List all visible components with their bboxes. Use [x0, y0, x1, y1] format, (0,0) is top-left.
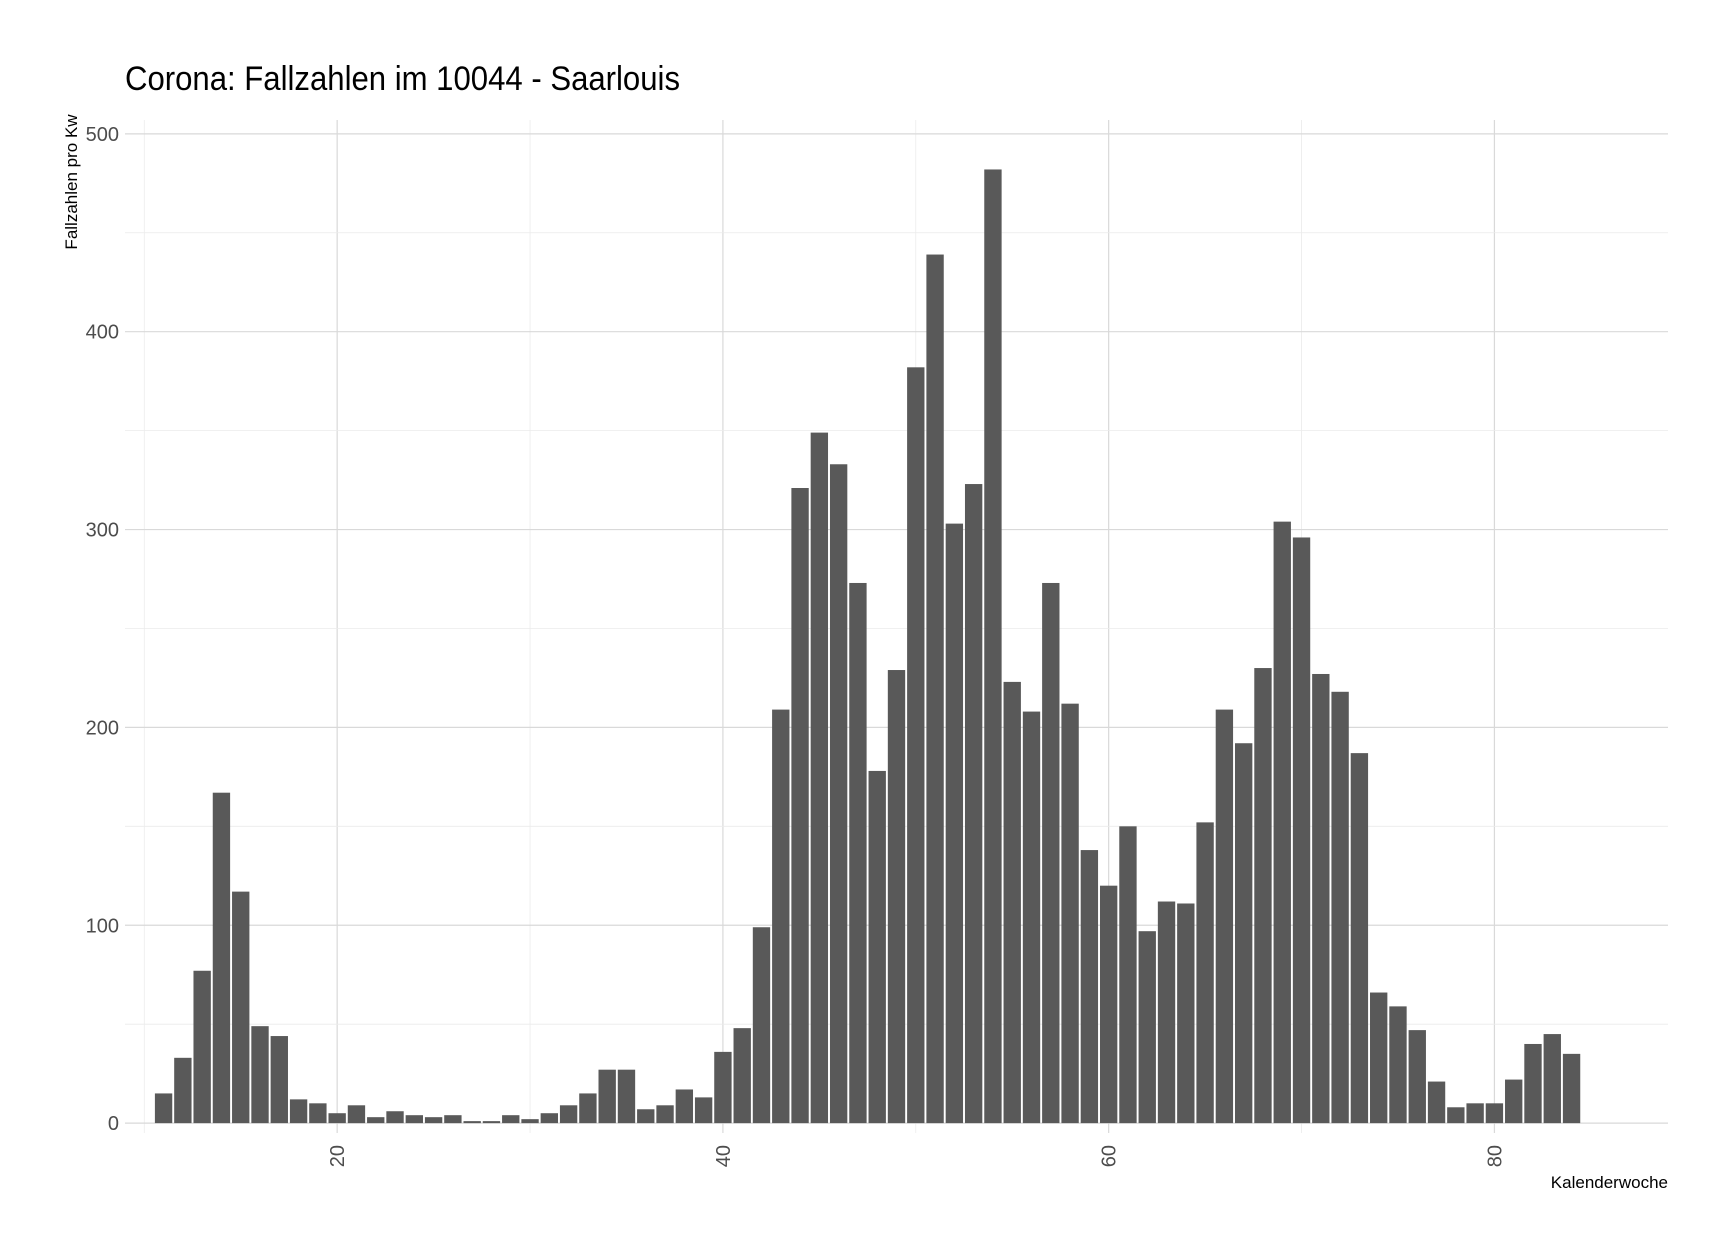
bar-kw-80 [1485, 1103, 1504, 1124]
bar-kw-18 [289, 1099, 308, 1124]
bar-kw-26 [444, 1115, 462, 1124]
y-tick-label: 400 [86, 322, 119, 344]
bar-kw-83 [1543, 1034, 1561, 1124]
bar-kw-81 [1505, 1079, 1523, 1124]
bar-kw-31 [540, 1113, 559, 1124]
bar-kw-57 [1042, 582, 1060, 1124]
bar-kw-24 [405, 1115, 423, 1124]
bar-kw-11 [154, 1093, 173, 1124]
x-axis-label: Kalenderwoche [1551, 1173, 1668, 1192]
bar-kw-58 [1061, 703, 1079, 1124]
bar-kw-44 [791, 488, 809, 1124]
bar-kw-55 [1003, 681, 1021, 1124]
y-tick-label: 300 [86, 520, 119, 542]
x-tick-label: 40 [713, 1145, 735, 1167]
bar-kw-53 [964, 484, 983, 1124]
bar-kw-12 [174, 1057, 192, 1124]
bar-kw-79 [1466, 1103, 1484, 1124]
bar-kw-19 [309, 1103, 327, 1124]
y-axis-ticks: 0 100 200 300 400 500 [86, 124, 119, 1135]
x-axis-ticks: 20 40 60 80 [327, 1145, 1506, 1167]
bar-kw-56 [1022, 711, 1041, 1124]
bar-kw-78 [1447, 1107, 1465, 1124]
bar-kw-48 [868, 770, 886, 1124]
bar-kw-66 [1215, 709, 1234, 1124]
bar-kw-17 [270, 1036, 288, 1124]
bar-kw-15 [232, 891, 250, 1124]
bar-kw-34 [598, 1069, 616, 1124]
bar-kw-71 [1312, 673, 1330, 1124]
y-tick-label: 500 [86, 124, 119, 146]
bar-kw-45 [810, 432, 829, 1124]
x-tick-label: 60 [1099, 1145, 1121, 1167]
bar-kw-40 [714, 1051, 732, 1124]
bar-kw-49 [887, 670, 906, 1124]
bar-kw-67 [1234, 743, 1253, 1124]
bar-kw-52 [945, 523, 964, 1124]
bar-kw-13 [193, 970, 211, 1124]
bar-kw-76 [1408, 1030, 1426, 1124]
bar-kw-20 [328, 1113, 346, 1124]
bar-kw-72 [1331, 691, 1349, 1124]
bar-kw-64 [1177, 903, 1195, 1124]
bar-kw-28 [482, 1121, 501, 1124]
bar-kw-27 [463, 1121, 481, 1124]
bar-kw-60 [1099, 885, 1118, 1124]
bar-series [154, 169, 1581, 1124]
bar-kw-29 [502, 1115, 520, 1124]
y-axis-label: Fallzahlen pro Kw [62, 114, 81, 250]
bar-kw-82 [1524, 1043, 1542, 1124]
bar-kw-14 [212, 792, 231, 1124]
bar-kw-37 [656, 1105, 674, 1124]
bar-kw-68 [1254, 668, 1272, 1124]
bar-kw-16 [251, 1026, 269, 1124]
bar-kw-84 [1562, 1053, 1581, 1124]
bar-kw-74 [1370, 992, 1388, 1124]
bar-kw-32 [559, 1105, 578, 1124]
bar-kw-77 [1427, 1081, 1446, 1124]
bar-kw-42 [752, 927, 771, 1124]
bar-kw-33 [579, 1093, 597, 1124]
bar-kw-30 [521, 1119, 539, 1124]
bar-kw-22 [367, 1117, 385, 1124]
bar-kw-61 [1119, 826, 1137, 1124]
bar-kw-38 [675, 1089, 694, 1124]
bar-kw-59 [1080, 850, 1099, 1124]
bar-kw-62 [1138, 931, 1156, 1124]
bar-kw-43 [772, 709, 790, 1124]
bar-kw-75 [1389, 1006, 1407, 1124]
bar-kw-36 [637, 1109, 655, 1124]
x-tick-label: 20 [327, 1145, 349, 1167]
chart-title: Corona: Fallzahlen im 10044 - Saarlouis [125, 60, 680, 98]
bar-kw-21 [347, 1105, 366, 1124]
bar-kw-51 [926, 254, 944, 1124]
bar-kw-73 [1350, 753, 1369, 1124]
bar-kw-35 [617, 1069, 636, 1124]
x-tick-label: 80 [1484, 1145, 1506, 1167]
y-tick-label: 200 [86, 717, 119, 739]
y-tick-label: 100 [86, 915, 119, 937]
bar-kw-50 [907, 367, 925, 1124]
bar-kw-39 [694, 1097, 713, 1124]
bar-kw-69 [1273, 521, 1291, 1124]
bar-kw-23 [386, 1111, 404, 1124]
y-tick-label: 0 [108, 1113, 119, 1135]
bar-kw-47 [849, 582, 867, 1124]
bar-kw-70 [1292, 537, 1311, 1124]
bar-kw-63 [1157, 901, 1176, 1124]
bar-kw-25 [424, 1117, 443, 1124]
bar-kw-65 [1196, 822, 1214, 1124]
bar-kw-41 [733, 1028, 751, 1124]
bar-kw-54 [984, 169, 1002, 1124]
bar-kw-46 [829, 464, 848, 1124]
